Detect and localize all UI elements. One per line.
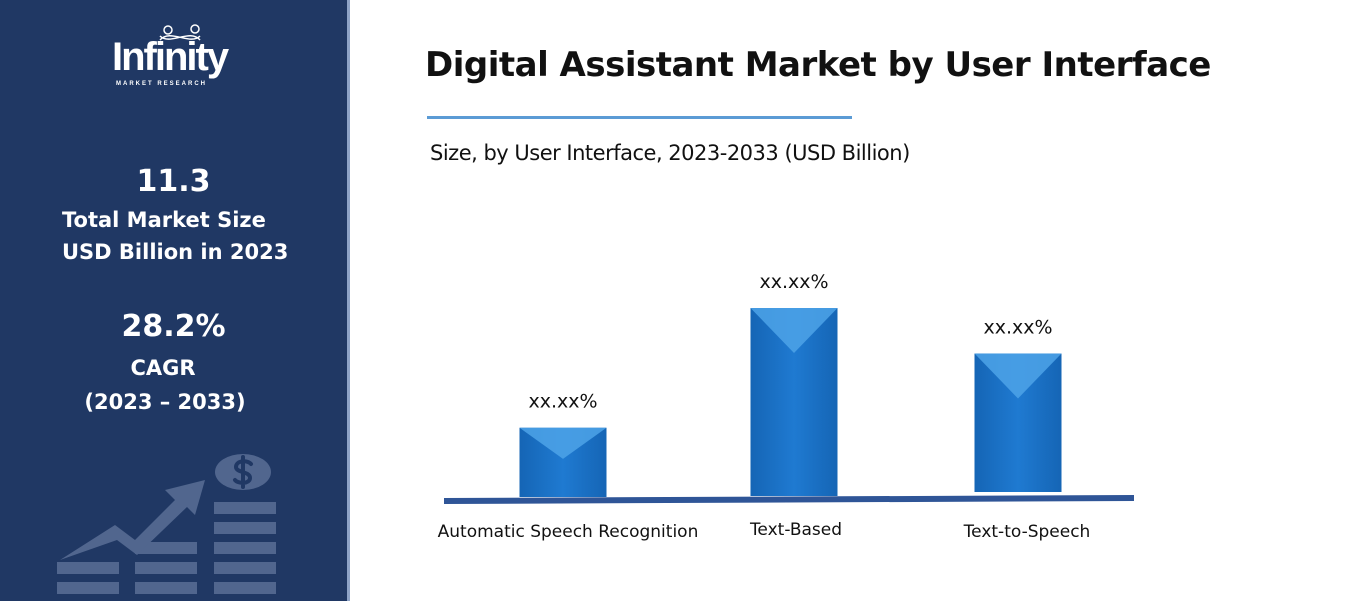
bar-highlight <box>519 427 607 459</box>
cagr-label: CAGR <box>130 356 196 380</box>
data-label: xx.xx% <box>983 316 1052 338</box>
logo-subtext: MARKET RESEARCH <box>116 81 208 87</box>
category-label: Text-to-Speech <box>963 522 1091 542</box>
data-label: xx.xx% <box>528 391 597 413</box>
chart-subtitle: Size, by User Interface, 2023-2033 (USD … <box>430 141 910 165</box>
growth-chart-dollar-icon <box>57 454 276 594</box>
market-size-label: Total Market Size <box>62 208 266 232</box>
panel-divider <box>347 0 350 601</box>
title-underline <box>427 116 852 119</box>
cagr-period: (2023 – 2033) <box>84 390 246 414</box>
data-label: xx.xx% <box>759 271 828 293</box>
logo-text: Infinity <box>112 35 229 79</box>
cagr-value: 28.2% <box>121 309 226 344</box>
bar-highlight <box>974 353 1062 399</box>
chart-title: Digital Assistant Market by User Interfa… <box>425 45 1211 85</box>
bar-highlight <box>750 308 838 353</box>
bar-2 <box>974 353 1062 492</box>
bar-0 <box>519 427 607 497</box>
category-label: Automatic Speech Recognition <box>438 522 699 542</box>
market-size-unit: USD Billion in 2023 <box>62 240 289 264</box>
infinity-logo: Infinity MARKET RESEARCH <box>100 24 250 92</box>
logo-figures-icon <box>159 24 201 41</box>
market-size-value: 11.3 <box>136 164 211 199</box>
sidebar-panel: Infinity MARKET RESEARCH 11.3 Total Mark… <box>0 0 347 601</box>
category-label: Text-Based <box>749 520 842 540</box>
x-axis-baseline <box>443 495 1135 504</box>
bar-1 <box>750 308 838 496</box>
